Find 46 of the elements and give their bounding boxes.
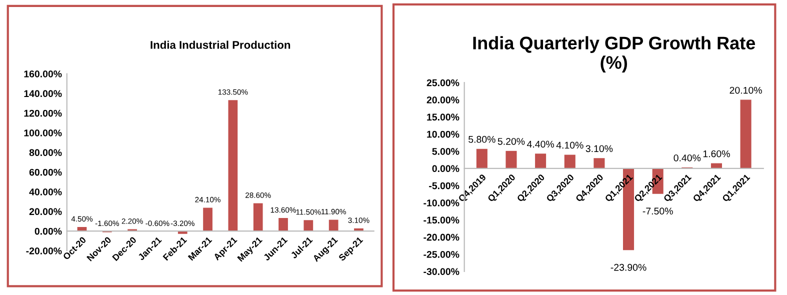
- y-tick-label: 5.00%: [432, 148, 460, 155]
- chart-title: India Quarterly GDP Growth Rate (%): [473, 36, 756, 72]
- data-label: 20.10%: [730, 86, 762, 94]
- bar: [534, 152, 547, 169]
- data-label: 0.40%: [674, 154, 701, 162]
- data-label: 3.10%: [586, 145, 613, 152]
- data-label: -23.90%: [610, 264, 646, 271]
- bar: [202, 207, 214, 232]
- y-tick-label: -20.00%: [26, 247, 62, 254]
- data-label: 1.60%: [703, 150, 730, 158]
- y-tick-label: -10.00%: [424, 199, 460, 206]
- y-tick-label: -15.00%: [424, 216, 460, 224]
- y-tick-label: 40.00%: [29, 188, 62, 196]
- data-label: 5.20%: [498, 138, 525, 145]
- bar: [564, 154, 576, 169]
- bar: [278, 217, 289, 232]
- y-tick-label: 0.00%: [432, 165, 460, 172]
- y-tick-label: -25.00%: [424, 250, 460, 258]
- y-tick-label: 120.00%: [24, 110, 62, 117]
- y-tick-label: 160.00%: [24, 70, 62, 78]
- bar: [303, 219, 314, 232]
- y-tick-label: -5.00%: [429, 182, 460, 190]
- y-tick-label: 140.00%: [24, 90, 62, 98]
- bar: [228, 99, 238, 232]
- y-tick-label: 0.00%: [34, 228, 62, 235]
- bar: [328, 219, 339, 232]
- y-tick-label: 20.00%: [29, 208, 62, 216]
- chart-title: India Industrial Production: [150, 40, 290, 49]
- bar: [476, 148, 488, 169]
- y-tick-label: 20.00%: [426, 96, 460, 104]
- y-tick-label: 25.00%: [426, 79, 460, 86]
- bar: [592, 157, 606, 169]
- y-tick-label: 60.00%: [29, 168, 62, 176]
- y-tick-label: 15.00%: [427, 114, 460, 121]
- y-tick-label: 100.00%: [24, 129, 62, 136]
- data-label: 4.10%: [556, 142, 584, 149]
- bar: [740, 99, 752, 169]
- bar: [505, 150, 518, 169]
- data-label: 4.40%: [527, 140, 554, 148]
- bar: [252, 202, 264, 232]
- data-label: -7.50%: [642, 208, 673, 215]
- y-tick-label: 80.00%: [29, 149, 62, 156]
- y-tick-label: -30.00%: [424, 268, 460, 276]
- y-tick-label: 10.00%: [427, 130, 460, 138]
- data-label: 5.80%: [468, 136, 496, 143]
- y-tick-label: -20.00%: [424, 234, 460, 241]
